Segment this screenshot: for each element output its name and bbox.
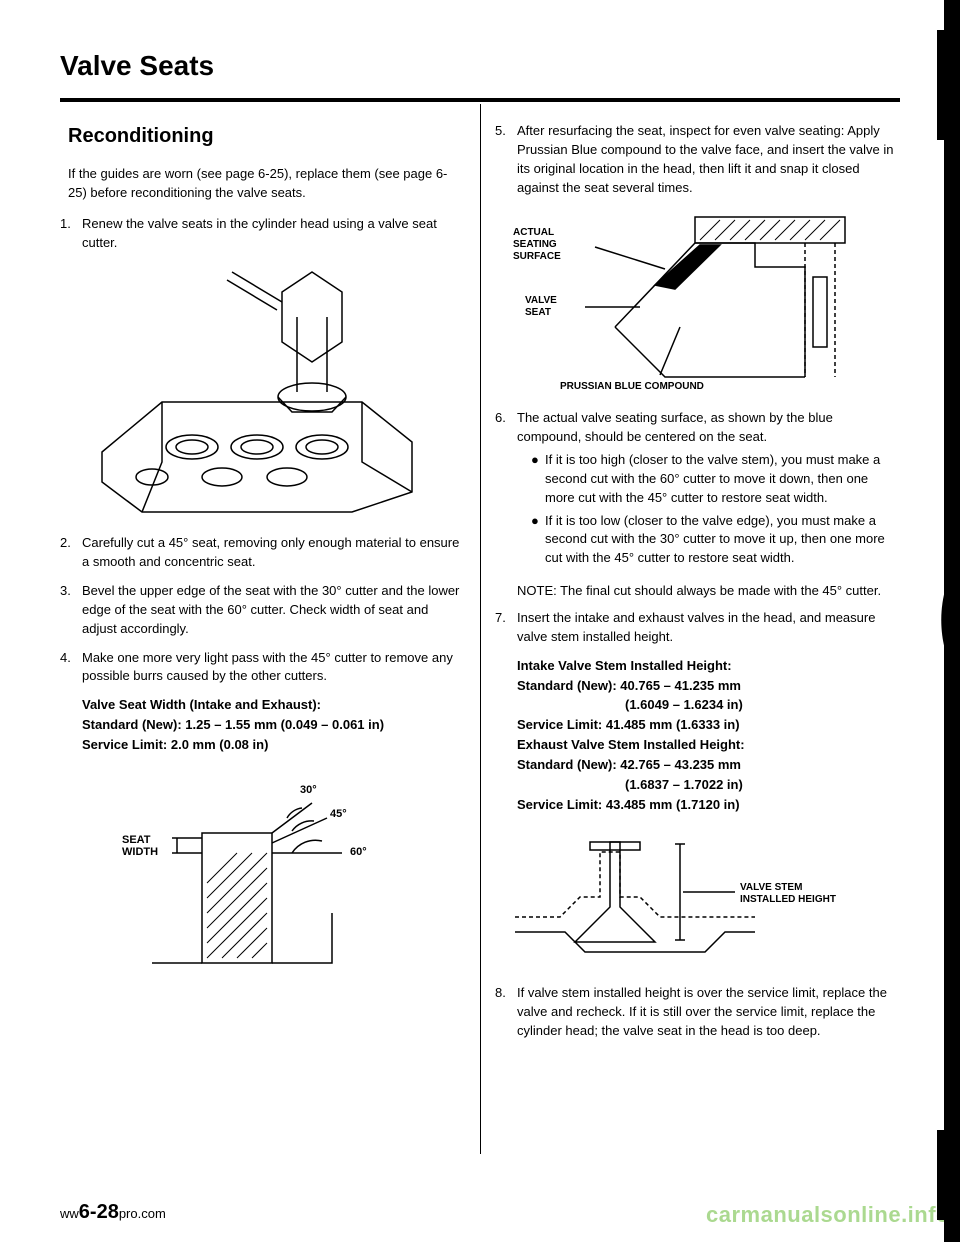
bullet-text: If it is too high (closer to the valve s… xyxy=(545,451,900,508)
step-number: 1. xyxy=(60,215,82,253)
page-title: Valve Seats xyxy=(60,50,900,82)
bullet-text: If it is too low (closer to the valve ed… xyxy=(545,512,900,569)
label-60deg: 60° xyxy=(350,846,367,858)
step-5: 5. After resurfacing the seat, inspect f… xyxy=(495,122,900,197)
label-30deg: 30° xyxy=(300,784,317,796)
step-text: Renew the valve seats in the cylinder he… xyxy=(82,215,465,253)
step-number: 2. xyxy=(60,534,82,572)
section-title: Reconditioning xyxy=(68,122,465,151)
bullet-item: ● If it is too low (closer to the valve … xyxy=(531,512,900,569)
step-1: 1. Renew the valve seats in the cylinder… xyxy=(60,215,465,253)
step-number: 7. xyxy=(495,609,517,647)
column-divider xyxy=(480,104,481,1154)
step-text: Insert the intake and exhaust valves in … xyxy=(517,609,900,647)
step-6: 6. The actual valve seating surface, as … xyxy=(495,409,900,572)
label-width: WIDTH xyxy=(122,846,158,858)
spec-line: Standard (New): 1.25 – 1.55 mm (0.049 – … xyxy=(82,716,465,735)
figure-stem-height: VALVE STEM INSTALLED HEIGHT xyxy=(505,822,900,972)
step-8: 8. If valve stem installed height is ove… xyxy=(495,984,900,1041)
spec-line: Service Limit: 2.0 mm (0.08 in) xyxy=(82,736,465,755)
step-text: The actual valve seating surface, as sho… xyxy=(517,409,900,572)
label-actual: ACTUAL xyxy=(513,227,554,238)
binder-tab-icon xyxy=(930,0,960,1242)
label-seat: SEAT xyxy=(525,307,551,318)
label-valve: VALVE xyxy=(525,295,557,306)
step-text-inner: The actual valve seating surface, as sho… xyxy=(517,410,833,444)
label-stem: VALVE STEM xyxy=(740,882,802,893)
watermark: carmanualsonline.info xyxy=(706,1202,950,1228)
step-number: 4. xyxy=(60,649,82,687)
step-number: 5. xyxy=(495,122,517,197)
label-prussian: PRUSSIAN BLUE COMPOUND xyxy=(560,381,704,392)
rule-top xyxy=(60,98,900,102)
step-number: 3. xyxy=(60,582,82,639)
label-seat: SEAT xyxy=(122,834,151,846)
step-text: Make one more very light pass with the 4… xyxy=(82,649,465,687)
step-text: After resurfacing the seat, inspect for … xyxy=(517,122,900,197)
step-number: 8. xyxy=(495,984,517,1041)
note-text: NOTE: The final cut should always be mad… xyxy=(517,582,900,601)
spec-line: Service Limit: 43.485 mm (1.7120 in) xyxy=(517,796,900,815)
stem-height-specs: Intake Valve Stem Installed Height: Stan… xyxy=(517,657,900,815)
page-number-big: 6-28 xyxy=(79,1201,119,1223)
bullet-item: ● If it is too high (closer to the valve… xyxy=(531,451,900,508)
figure-cylinder-head xyxy=(82,262,465,522)
left-column: Reconditioning If the guides are worn (s… xyxy=(60,108,465,1051)
spec-line: Service Limit: 41.485 mm (1.6333 in) xyxy=(517,716,900,735)
right-column: 5. After resurfacing the seat, inspect f… xyxy=(495,108,900,1051)
step-7: 7. Insert the intake and exhaust valves … xyxy=(495,609,900,647)
figure-seat-angles: SEAT WIDTH 30° 45° 60° xyxy=(82,763,465,983)
spec-line: Valve Seat Width (Intake and Exhaust): xyxy=(82,696,465,715)
label-seating: SEATING xyxy=(513,239,557,250)
step-text: If valve stem installed height is over t… xyxy=(517,984,900,1041)
label-45deg: 45° xyxy=(330,808,347,820)
figure-valve-seating: ACTUAL SEATING SURFACE VALVE SEAT PRUSSI… xyxy=(505,207,900,397)
step-number: 6. xyxy=(495,409,517,572)
intro-text: If the guides are worn (see page 6-25), … xyxy=(68,165,465,203)
valve-seat-width-specs: Valve Seat Width (Intake and Exhaust): S… xyxy=(82,696,465,755)
label-surface: SURFACE xyxy=(513,251,561,262)
spec-line: (1.6837 – 1.7022 in) xyxy=(517,776,900,795)
step-4: 4. Make one more very light pass with th… xyxy=(60,649,465,687)
step-2: 2. Carefully cut a 45° seat, removing on… xyxy=(60,534,465,572)
spec-line: Standard (New): 40.765 – 41.235 mm xyxy=(517,677,900,696)
page-number: ww6-28pro.com xyxy=(60,1201,166,1224)
step-text: Bevel the upper edge of the seat with th… xyxy=(82,582,465,639)
spec-line: (1.6049 – 1.6234 in) xyxy=(517,696,900,715)
bullet-mark: ● xyxy=(531,512,545,569)
step-text: Carefully cut a 45° seat, removing only … xyxy=(82,534,465,572)
spec-line: Exhaust Valve Stem Installed Height: xyxy=(517,736,900,755)
procom-text: pro.com xyxy=(119,1206,166,1221)
spec-line: Standard (New): 42.765 – 43.235 mm xyxy=(517,756,900,775)
label-installed-height: INSTALLED HEIGHT xyxy=(740,894,836,905)
spec-line: Intake Valve Stem Installed Height: xyxy=(517,657,900,676)
step-3: 3. Bevel the upper edge of the seat with… xyxy=(60,582,465,639)
bullet-mark: ● xyxy=(531,451,545,508)
